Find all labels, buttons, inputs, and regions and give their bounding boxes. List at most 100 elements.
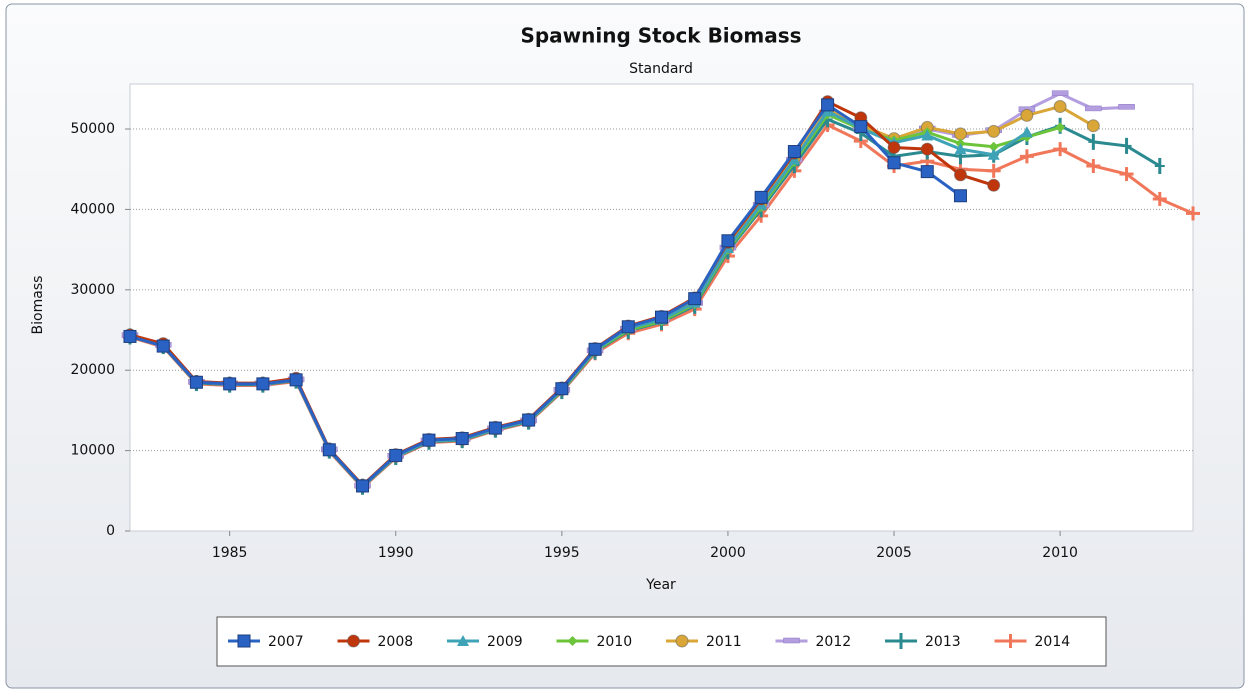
- marker-part: [223, 377, 237, 391]
- y-tick-label: 0: [106, 523, 115, 539]
- legend-label: 2008: [378, 634, 414, 650]
- marker-part: [189, 375, 203, 389]
- marker: [655, 310, 668, 324]
- marker: [1121, 137, 1132, 154]
- marker: [389, 448, 403, 462]
- marker: [256, 377, 270, 391]
- marker: [457, 635, 469, 646]
- legend-label: 2009: [487, 634, 523, 650]
- marker-part: [988, 141, 999, 152]
- marker-part: [953, 127, 967, 141]
- marker-part: [322, 443, 336, 457]
- marker: [1053, 100, 1067, 114]
- marker: [953, 127, 967, 141]
- marker: [1053, 142, 1068, 157]
- marker: [787, 145, 801, 159]
- legend-label: 2013: [925, 634, 961, 650]
- marker-part: [1020, 126, 1033, 138]
- marker: [1051, 90, 1069, 96]
- legend-label: 2012: [816, 634, 852, 650]
- marker: [1186, 206, 1200, 221]
- marker: [189, 375, 203, 389]
- marker-part: [1053, 100, 1067, 114]
- marker-part: [887, 141, 901, 155]
- marker: [1085, 105, 1102, 112]
- marker: [953, 189, 967, 203]
- marker-part: [953, 168, 967, 182]
- x-tick-label: 1990: [378, 545, 414, 561]
- marker-part: [1085, 105, 1102, 112]
- marker: [1086, 159, 1101, 174]
- marker-part: [887, 156, 901, 170]
- marker: [1055, 122, 1066, 133]
- marker-part: [1020, 108, 1034, 122]
- chart-subtitle: Standard: [629, 61, 693, 77]
- marker: [356, 479, 370, 493]
- marker: [567, 636, 578, 646]
- marker-part: [555, 382, 569, 396]
- marker: [688, 292, 702, 306]
- marker-part: [721, 234, 735, 248]
- marker: [783, 637, 800, 644]
- marker-part: [488, 421, 502, 435]
- marker: [987, 124, 1001, 138]
- marker: [322, 443, 336, 457]
- marker-part: [854, 120, 868, 134]
- marker: [920, 142, 934, 156]
- marker: [721, 234, 735, 248]
- marker-part: [921, 129, 934, 141]
- marker-part: [675, 634, 689, 648]
- marker: [887, 156, 901, 170]
- marker: [1003, 634, 1018, 648]
- legend-label: 2011: [706, 634, 742, 650]
- marker-part: [123, 329, 137, 343]
- marker: [455, 432, 469, 446]
- marker: [1020, 108, 1034, 122]
- marker-part: [422, 433, 436, 447]
- y-tick-label: 40000: [70, 201, 115, 217]
- marker: [821, 98, 835, 112]
- marker: [921, 129, 934, 141]
- marker-part: [821, 98, 835, 112]
- marker: [987, 148, 1000, 160]
- marker-part: [347, 634, 360, 648]
- marker-part: [954, 143, 967, 155]
- marker: [1020, 126, 1033, 138]
- marker-part: [787, 145, 801, 159]
- marker: [1152, 191, 1167, 206]
- x-tick-label: 2010: [1042, 545, 1078, 561]
- x-tick-label: 2005: [876, 545, 912, 561]
- marker: [675, 634, 689, 648]
- marker-part: [920, 165, 934, 179]
- marker-part: [783, 637, 800, 644]
- marker: [953, 168, 967, 182]
- marker-part: [920, 142, 934, 156]
- legend-label: 2007: [268, 634, 304, 650]
- x-tick-label: 1995: [544, 545, 580, 561]
- marker-part: [621, 320, 635, 334]
- x-tick-label: 1985: [212, 545, 248, 561]
- marker-part: [1118, 104, 1135, 110]
- marker-part: [389, 448, 403, 462]
- plot-area: [129, 83, 1194, 532]
- y-tick-label: 50000: [70, 121, 115, 137]
- marker: [621, 320, 635, 334]
- marker-part: [356, 479, 370, 493]
- marker-part: [655, 310, 668, 324]
- marker-part: [256, 377, 270, 391]
- marker: [522, 413, 536, 427]
- marker: [289, 373, 303, 387]
- marker-part: [289, 373, 303, 387]
- y-tick-label: 10000: [70, 443, 115, 459]
- marker: [1086, 119, 1100, 133]
- marker: [123, 329, 137, 343]
- chart-title: Spawning Stock Biomass: [520, 24, 801, 48]
- marker: [1088, 133, 1099, 150]
- marker-part: [754, 190, 768, 204]
- marker: [156, 339, 170, 353]
- y-axis-label: Biomass: [30, 276, 46, 335]
- y-tick-label: 20000: [70, 362, 115, 378]
- marker: [555, 382, 569, 396]
- marker: [986, 163, 1001, 178]
- marker: [754, 190, 768, 204]
